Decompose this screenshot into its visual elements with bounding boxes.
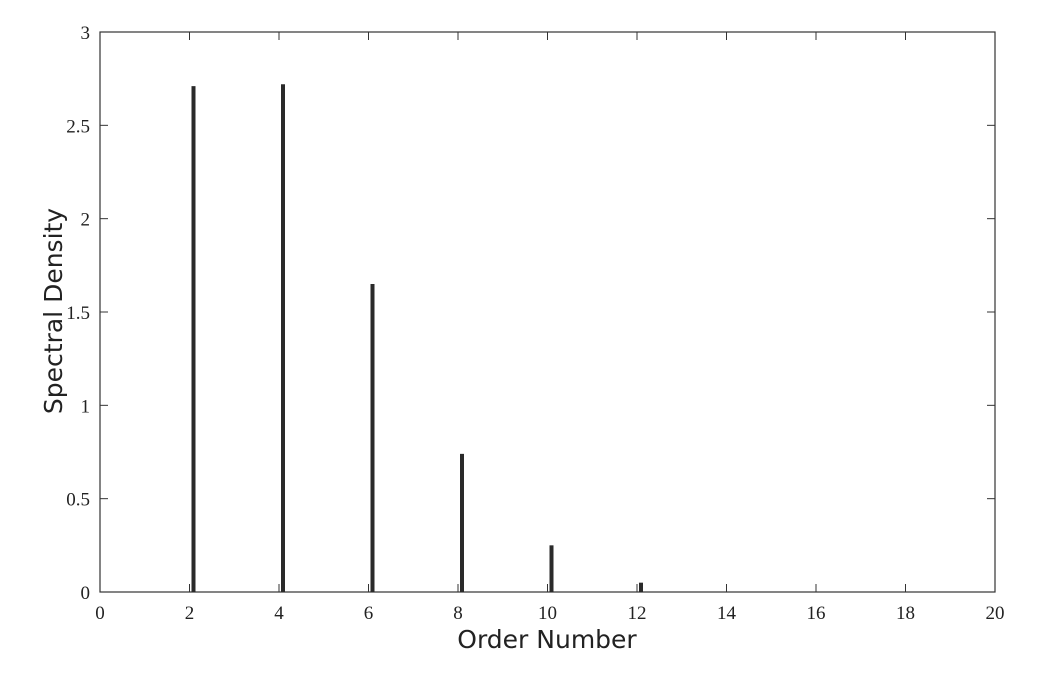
plot-area: 0 2 4 6 8 10 12 14 16 18 20 0 0.5 1 1.5 2 2.5 3: [66, 23, 1004, 624]
y-axis-title: Spectral Density: [39, 208, 68, 414]
x-tick-label: 8: [453, 603, 463, 624]
spectral-bar: [639, 582, 643, 592]
x-tick-label: 12: [628, 603, 647, 624]
x-tick-label: 0: [95, 603, 105, 624]
y-tick-label: 1: [81, 396, 91, 417]
x-tick-label: 6: [364, 603, 374, 624]
spectral-bar: [549, 545, 554, 592]
spectral-bar: [281, 84, 285, 593]
x-tick-label: 18: [896, 603, 915, 624]
y-tick-label: 1.5: [66, 303, 90, 324]
bars: [191, 84, 643, 593]
y-tick-label: 0: [81, 583, 91, 604]
x-axis-ticks: 0 2 4 6 8 10 12 14 16 18 20: [95, 32, 1005, 624]
spectral-bar: [191, 86, 196, 592]
spectral-bar: [460, 453, 464, 592]
x-tick-label: 2: [185, 603, 195, 624]
x-tick-label: 10: [538, 603, 557, 624]
plot-frame: [99, 31, 996, 593]
x-tick-label: 4: [274, 603, 284, 624]
y-tick-label: 3: [81, 23, 91, 44]
x-axis-title: Order Number: [457, 625, 637, 654]
x-tick-label: 20: [986, 603, 1005, 624]
y-axis-ticks: 0 0.5 1 1.5 2 2.5 3: [66, 23, 995, 604]
spectral-bar: [370, 284, 375, 592]
x-tick-label: 14: [717, 603, 737, 624]
x-tick-label: 16: [807, 603, 826, 624]
y-tick-label: 2: [81, 210, 91, 231]
y-tick-label: 2.5: [66, 116, 90, 137]
y-tick-label: 0.5: [66, 490, 90, 511]
